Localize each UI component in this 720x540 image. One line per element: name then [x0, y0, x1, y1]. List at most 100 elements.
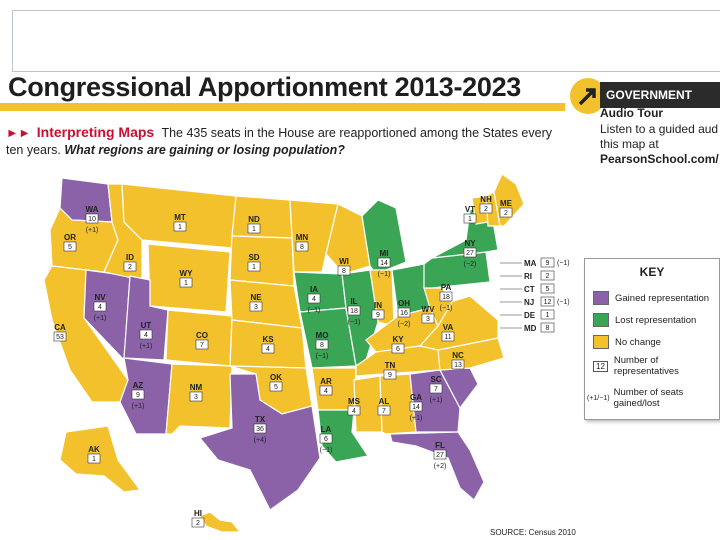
- seat-box: [261, 343, 275, 354]
- callout-seat-count: 1: [546, 312, 550, 319]
- state-label-id: ID 2: [123, 253, 137, 272]
- seat-box: [421, 313, 435, 324]
- state-label-sd: SD 1: [247, 253, 261, 272]
- state-label-pa: PA 18 (−1): [440, 283, 453, 312]
- seat-box: [179, 277, 193, 288]
- key-lost-label: Lost representation: [615, 314, 697, 326]
- seat-count: 11: [444, 334, 451, 341]
- state-label-mo: MO 8 (−1): [316, 331, 329, 360]
- state-abbr: NE: [250, 293, 262, 302]
- slide-frame: [12, 10, 720, 72]
- seat-count: 18: [442, 294, 450, 301]
- state-label-ia: IA 4 (−1): [308, 285, 321, 314]
- seat-count: 4: [324, 388, 328, 395]
- page-title: Congressional Apportionment 2013-2023: [8, 72, 522, 102]
- key-row-nochange: No change: [593, 335, 661, 349]
- callout-abbr: MA: [524, 259, 537, 268]
- callout-ri: RI 2: [500, 270, 555, 281]
- seat-count: 14: [412, 404, 420, 411]
- seat-box: [439, 291, 453, 302]
- state-sd: [229, 235, 295, 287]
- state-label-or: OR 5: [63, 233, 77, 252]
- callout-ma: MA 9 (−1): [500, 257, 570, 268]
- seat-change: (−1): [316, 353, 329, 360]
- seat-box: [93, 301, 107, 312]
- gained-swatch: [593, 291, 609, 305]
- state-abbr: AL: [379, 397, 390, 406]
- seat-change: (+2): [434, 463, 447, 470]
- state-abbr: NH: [480, 195, 492, 204]
- seat-change: (−1): [320, 447, 333, 454]
- state-abbr: WY: [180, 269, 194, 278]
- seat-count: 1: [468, 216, 472, 223]
- seat-count: 53: [56, 334, 64, 341]
- state-label-ne: NE 3: [249, 293, 263, 312]
- state-nd: [231, 195, 293, 239]
- audio-tour-panel[interactable]: GOVERNMENT Audio Tour Listen to a guided…: [570, 78, 720, 178]
- seat-count: 13: [454, 362, 462, 369]
- seat-box: [315, 339, 329, 350]
- seat-box: [195, 339, 209, 350]
- source-note: SOURCE: Census 2010: [490, 528, 576, 537]
- state-abbr: ME: [500, 199, 513, 208]
- state-al: [379, 373, 417, 435]
- state-az: [119, 357, 173, 435]
- seat-box: [347, 305, 361, 316]
- seat-box: [441, 331, 455, 342]
- seat-count: 4: [266, 346, 270, 353]
- state-abbr: NV: [94, 293, 106, 302]
- audio-description: Listen to a guided aud this map at: [600, 122, 719, 151]
- callout-de: DE 1: [500, 309, 555, 320]
- state-abbr: ND: [248, 215, 260, 224]
- seat-count: 5: [68, 244, 72, 251]
- seat-box: [189, 391, 203, 402]
- state-abbr: FL: [435, 441, 445, 450]
- key-title: KEY: [639, 265, 665, 279]
- seat-box: [391, 343, 405, 354]
- audio-url-link[interactable]: PearsonSchool.com/: [600, 152, 719, 166]
- seat-change: (+1): [410, 415, 423, 422]
- callout-seat-box: [540, 283, 555, 294]
- state-abbr: MT: [174, 213, 186, 222]
- state-label-fl: FL 27 (+2): [434, 441, 447, 470]
- state-abbr: CA: [54, 323, 66, 332]
- state-abbr: MS: [348, 397, 361, 406]
- seat-count: 1: [92, 456, 96, 463]
- state-abbr: NM: [190, 383, 203, 392]
- state-label-me: ME 2: [499, 199, 513, 218]
- state-label-vt: VT 1: [463, 205, 477, 224]
- seat-box: [463, 213, 477, 224]
- state-label-wv: WV 3: [421, 305, 435, 324]
- state-label-ky: KY 6: [391, 335, 405, 354]
- state-abbr: OR: [64, 233, 76, 242]
- seat-count: 2: [504, 210, 508, 217]
- state-label-co: CO 7: [195, 331, 209, 350]
- state-label-ca: CA 53: [53, 323, 67, 342]
- seat-count: 7: [434, 386, 438, 393]
- state-label-mt: MT 1: [173, 213, 187, 232]
- state-abbr: OH: [398, 299, 410, 308]
- seat-count: 2: [196, 520, 200, 527]
- callout-ct: CT 5: [500, 283, 555, 294]
- seat-count: 4: [352, 408, 356, 415]
- seat-box: [85, 213, 99, 224]
- state-abbr: WI: [339, 257, 349, 266]
- key-change-label: Number of seats gained/lost: [613, 387, 684, 409]
- callout-seat-change: (−1): [557, 260, 570, 267]
- audio-subtitle: Audio Tour: [600, 106, 664, 120]
- state-abbr: OK: [270, 373, 282, 382]
- seat-box: [397, 307, 411, 318]
- seat-count: 8: [320, 342, 324, 349]
- callout-seat-box: [540, 270, 555, 281]
- key-number-label: Number of representatives: [613, 355, 679, 377]
- seat-count: 1: [252, 264, 256, 271]
- state-abbr: VT: [465, 205, 475, 214]
- seat-count: 14: [380, 260, 388, 267]
- state-label-mn: MN 8: [295, 233, 308, 252]
- seat-count: 6: [324, 436, 328, 443]
- callout-seat-count: 5: [546, 286, 550, 293]
- seat-count: 36: [256, 426, 264, 433]
- callout-md: MD 8: [500, 322, 555, 333]
- state-label-ms: MS 4: [347, 397, 361, 416]
- callout-seat-change: (−1): [557, 299, 570, 306]
